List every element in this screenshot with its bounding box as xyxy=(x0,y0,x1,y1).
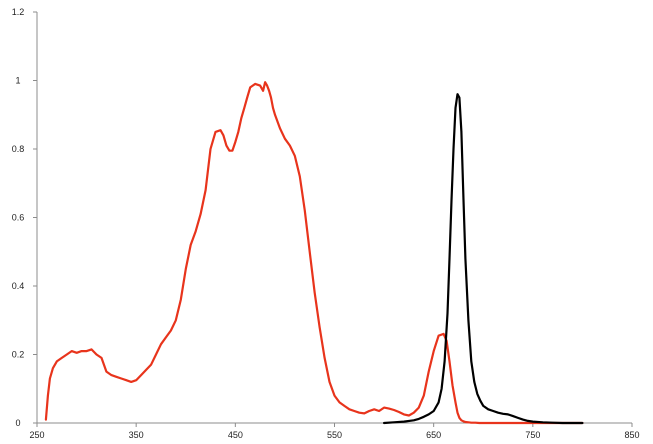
y-tick-label: 1 xyxy=(15,76,20,86)
y-tick-label: 1.2 xyxy=(12,7,25,17)
y-tick-label: 0.2 xyxy=(12,350,25,360)
x-tick-label: 550 xyxy=(327,430,342,440)
y-tick-label: 0 xyxy=(15,418,20,428)
y-axis-ticks: 0 0.2 0.4 0.6 0.8 1 1.2 xyxy=(12,7,37,428)
y-tick-label: 0.4 xyxy=(12,281,25,291)
x-tick-label: 650 xyxy=(426,430,441,440)
series-layer xyxy=(44,81,584,425)
axes xyxy=(36,12,632,424)
series-line-red xyxy=(44,81,584,425)
y-tick-label: 0.6 xyxy=(12,213,25,223)
x-tick-label: 750 xyxy=(525,430,540,440)
series-line-black xyxy=(383,93,584,425)
x-tick-label: 450 xyxy=(228,430,243,440)
x-axis-ticks: 250 350 450 550 650 750 850 xyxy=(29,423,640,440)
x-tick-label: 350 xyxy=(129,430,144,440)
x-tick-label: 250 xyxy=(29,430,44,440)
x-tick-label: 850 xyxy=(624,430,639,440)
y-tick-label: 0.8 xyxy=(12,144,25,154)
